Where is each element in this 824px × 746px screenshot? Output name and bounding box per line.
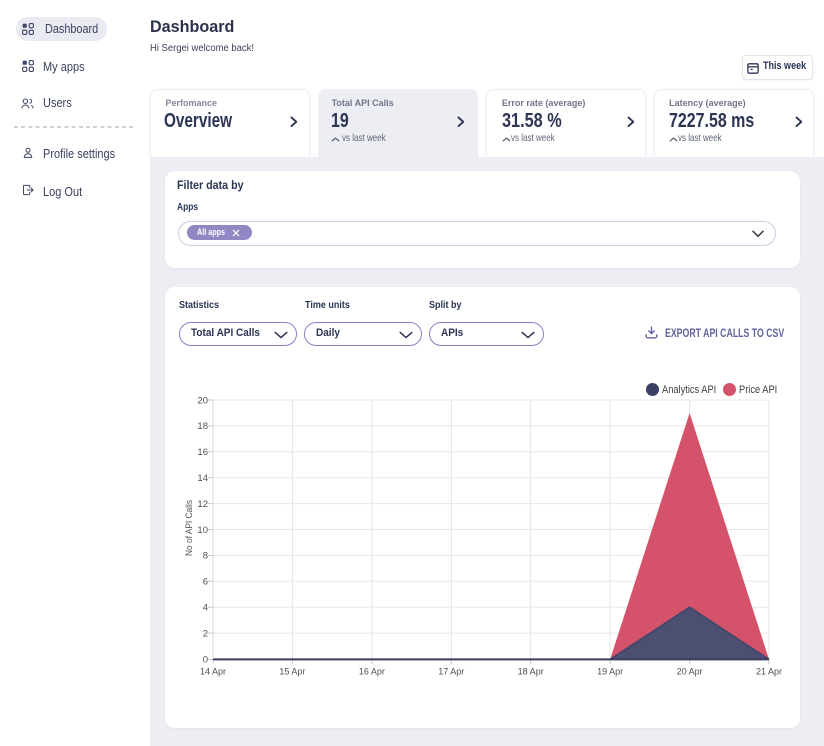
svg-text:19 Apr: 19 Apr: [597, 667, 623, 677]
svg-text:12: 12: [197, 499, 208, 510]
svg-text:2: 2: [203, 628, 208, 639]
svg-text:17 Apr: 17 Apr: [438, 667, 464, 677]
svg-text:4: 4: [203, 603, 208, 614]
svg-text:14: 14: [197, 473, 208, 484]
svg-text:18: 18: [197, 421, 208, 432]
svg-text:14 Apr: 14 Apr: [200, 667, 226, 677]
svg-text:No of API Calls: No of API Calls: [184, 500, 194, 556]
svg-text:21 Apr: 21 Apr: [756, 667, 782, 677]
svg-text:16: 16: [197, 447, 208, 458]
svg-text:6: 6: [203, 577, 208, 588]
svg-text:15 Apr: 15 Apr: [279, 667, 305, 677]
svg-text:20: 20: [197, 395, 208, 406]
svg-text:16 Apr: 16 Apr: [359, 667, 385, 677]
svg-text:20 Apr: 20 Apr: [677, 667, 703, 677]
svg-text:18 Apr: 18 Apr: [518, 667, 544, 677]
svg-text:8: 8: [203, 551, 208, 562]
svg-text:0: 0: [203, 655, 208, 666]
svg-text:10: 10: [197, 525, 208, 536]
